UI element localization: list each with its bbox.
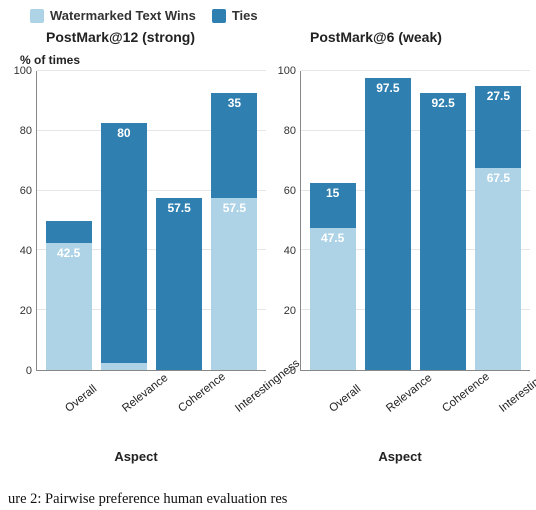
legend-label-ties: Ties	[232, 8, 258, 23]
legend-label-wins: Watermarked Text Wins	[50, 8, 196, 23]
x-axis: OverallRelevanceCoherenceInterestingness	[270, 377, 530, 455]
bar-seg-ties: 80	[101, 123, 147, 362]
y-tick: 20	[284, 305, 296, 317]
y-tick: 100	[278, 65, 296, 77]
y-tick: 60	[284, 185, 296, 197]
y-axis-title: % of times	[6, 53, 266, 71]
bar-value-label: 57.5	[167, 198, 190, 215]
plot-area: 42.5 80 57.5 35 57.5	[36, 71, 266, 371]
bar-value-label: 35	[228, 93, 241, 110]
plot-wrap: 02040608010042.58057.53557.5	[6, 71, 266, 371]
y-axis-title	[270, 53, 530, 71]
bar-value-label: 97.5	[376, 78, 399, 95]
y-tick: 40	[20, 245, 32, 257]
y-tick: 20	[20, 305, 32, 317]
panels-row: PostMark@12 (strong) % of times 0 20 40 60 80 1…	[6, 29, 530, 464]
bar-value-label: 47.5	[321, 228, 344, 245]
y-tick: 100	[14, 65, 32, 77]
bar-column: 35 57.5	[211, 71, 257, 370]
bar-column: 80	[101, 71, 147, 370]
bar-seg-ties: 15	[310, 183, 356, 228]
bars-group: 15 47.5 97.5 92.5 27.5 67.5	[301, 71, 530, 370]
y-tick: 60	[20, 185, 32, 197]
bar-value-label: 42.5	[57, 243, 80, 260]
x-axis: OverallRelevanceCoherenceInterestingness	[6, 377, 266, 455]
panel-1: PostMark@6 (weak) 0 20 40 60 80 100 15 47.5 97.5 9…	[270, 29, 530, 464]
bar-column: 42.5	[46, 71, 92, 370]
bar-value-label: 15	[326, 183, 339, 200]
bar-seg-ties: 27.5	[475, 86, 521, 168]
bar-value-label: 67.5	[487, 168, 510, 185]
bar-seg-wins: 67.5	[475, 168, 521, 370]
bar-value-label: 57.5	[223, 198, 246, 215]
bar-seg-ties: 57.5	[156, 198, 202, 370]
y-tick: 80	[20, 125, 32, 137]
y-tick: 40	[284, 245, 296, 257]
figure-caption: ure 2: Pairwise preference human evaluat…	[8, 491, 528, 508]
y-axis: 020406080100	[6, 71, 36, 371]
bar-seg-wins: 42.5	[46, 243, 92, 370]
bar-column: 92.5	[420, 71, 466, 370]
legend-item-ties: Ties	[212, 8, 258, 23]
chart-figure: { "legend": { "items": [ { "label": "Wat…	[0, 0, 536, 510]
plot-area: 15 47.5 97.5 92.5 27.5 67.5	[300, 71, 530, 371]
bar-column: 57.5	[156, 71, 202, 370]
legend: Watermarked Text Wins Ties	[6, 8, 530, 23]
y-axis: 020406080100	[270, 71, 300, 371]
bar-column: 27.5 67.5	[475, 71, 521, 370]
x-axis-title: Aspect	[6, 449, 266, 464]
legend-item-wins: Watermarked Text Wins	[30, 8, 196, 23]
x-axis-title: Aspect	[270, 449, 530, 464]
bar-seg-wins: 47.5	[310, 228, 356, 370]
bar-column: 15 47.5	[310, 71, 356, 370]
bar-seg-ties: 35	[211, 93, 257, 198]
bar-seg-ties: 97.5	[365, 78, 411, 370]
plot-wrap: 0204060801001547.597.592.527.567.5	[270, 71, 530, 371]
panel-0: PostMark@12 (strong) % of times 0 20 40 60 80 1…	[6, 29, 266, 464]
bar-seg-ties	[46, 221, 92, 243]
bar-value-label: 80	[117, 123, 130, 140]
swatch-ties	[212, 9, 226, 23]
bar-value-label: 92.5	[431, 93, 454, 110]
bar-column: 97.5	[365, 71, 411, 370]
bars-group: 42.5 80 57.5 35 57.5	[37, 71, 266, 370]
y-tick: 0	[26, 365, 32, 377]
panel-title: PostMark@12 (strong)	[6, 29, 266, 45]
panel-title: PostMark@6 (weak)	[270, 29, 530, 45]
y-tick: 80	[284, 125, 296, 137]
bar-seg-ties: 92.5	[420, 93, 466, 370]
y-tick: 0	[290, 365, 296, 377]
swatch-wins	[30, 9, 44, 23]
bar-seg-wins: 57.5	[211, 198, 257, 370]
bar-value-label: 27.5	[487, 86, 510, 103]
